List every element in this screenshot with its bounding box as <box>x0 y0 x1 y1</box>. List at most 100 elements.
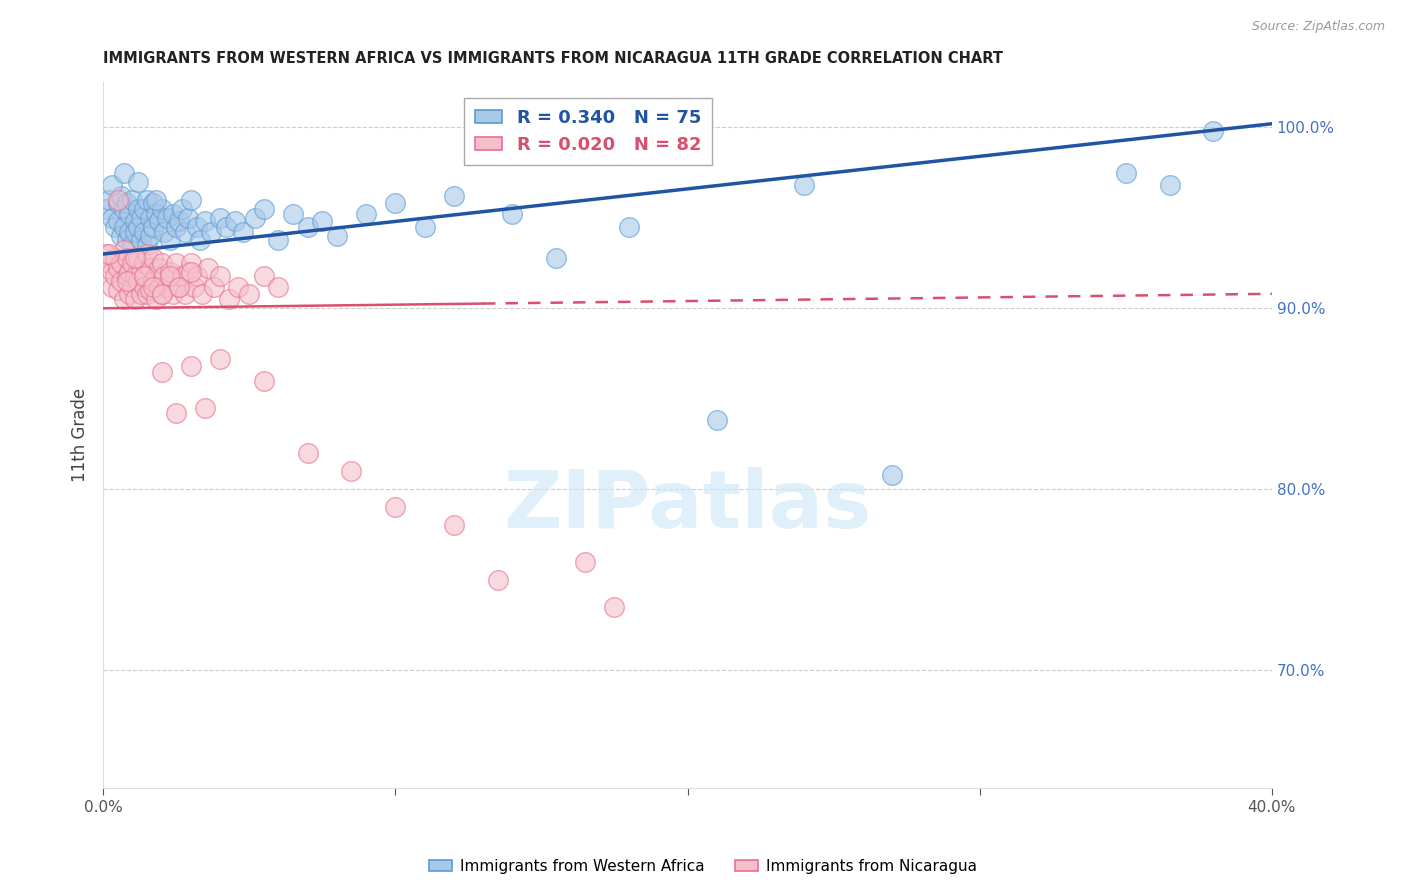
Point <box>340 464 363 478</box>
Point <box>132 256 155 270</box>
Point <box>443 518 465 533</box>
Point <box>139 261 162 276</box>
Point <box>112 292 135 306</box>
Point <box>443 189 465 203</box>
Point <box>118 207 141 221</box>
Point <box>124 225 146 239</box>
Point <box>139 211 162 225</box>
Point <box>145 268 167 283</box>
Point <box>110 228 132 243</box>
Point <box>162 207 184 221</box>
Point <box>127 219 149 234</box>
Point <box>180 359 202 374</box>
Point <box>354 207 377 221</box>
Point <box>129 211 152 225</box>
Point <box>110 189 132 203</box>
Point <box>186 219 208 234</box>
Point <box>98 256 121 270</box>
Point <box>544 251 567 265</box>
Point <box>501 207 523 221</box>
Point <box>145 207 167 221</box>
Point <box>167 214 190 228</box>
Point <box>132 279 155 293</box>
Point <box>194 214 217 228</box>
Point <box>121 279 143 293</box>
Point <box>142 219 165 234</box>
Text: ZIPatlas: ZIPatlas <box>503 467 872 544</box>
Point <box>107 193 129 207</box>
Point <box>101 211 124 225</box>
Point <box>115 268 138 283</box>
Point <box>136 247 159 261</box>
Point <box>167 279 190 293</box>
Point <box>1202 124 1225 138</box>
Point <box>208 268 231 283</box>
Point <box>165 256 187 270</box>
Point <box>243 211 266 225</box>
Point <box>177 265 200 279</box>
Point <box>104 268 127 283</box>
Point <box>124 292 146 306</box>
Point <box>121 193 143 207</box>
Point <box>127 175 149 189</box>
Point <box>253 202 276 216</box>
Point <box>174 225 197 239</box>
Point <box>132 225 155 239</box>
Point <box>150 286 173 301</box>
Point <box>115 233 138 247</box>
Point <box>180 193 202 207</box>
Point <box>159 268 181 283</box>
Point <box>136 238 159 252</box>
Point <box>1115 165 1137 179</box>
Point <box>194 401 217 415</box>
Point <box>384 500 406 515</box>
Point <box>142 279 165 293</box>
Point <box>101 265 124 279</box>
Point <box>94 202 117 216</box>
Point <box>150 286 173 301</box>
Point <box>153 268 176 283</box>
Point <box>115 251 138 265</box>
Point <box>148 214 170 228</box>
Point <box>94 247 117 261</box>
Point <box>384 196 406 211</box>
Point <box>186 268 208 283</box>
Point <box>326 228 349 243</box>
Point <box>197 261 219 276</box>
Point <box>112 244 135 258</box>
Point <box>139 228 162 243</box>
Point <box>121 238 143 252</box>
Point <box>215 219 238 234</box>
Point <box>167 279 190 293</box>
Point <box>297 446 319 460</box>
Point <box>124 251 146 265</box>
Point <box>793 178 815 193</box>
Point <box>98 193 121 207</box>
Point <box>200 225 222 239</box>
Point <box>170 268 193 283</box>
Point <box>603 599 626 614</box>
Point <box>208 211 231 225</box>
Point <box>574 555 596 569</box>
Point <box>98 247 121 261</box>
Point <box>486 573 509 587</box>
Point <box>165 219 187 234</box>
Point <box>253 374 276 388</box>
Point <box>159 265 181 279</box>
Point <box>226 279 249 293</box>
Point <box>174 286 197 301</box>
Point <box>121 256 143 270</box>
Point <box>118 265 141 279</box>
Point <box>148 261 170 276</box>
Point <box>224 214 246 228</box>
Point <box>253 268 276 283</box>
Point <box>110 256 132 270</box>
Point <box>132 202 155 216</box>
Point <box>188 233 211 247</box>
Y-axis label: 11th Grade: 11th Grade <box>72 388 89 482</box>
Point <box>165 406 187 420</box>
Point <box>112 165 135 179</box>
Point <box>170 202 193 216</box>
Point <box>110 274 132 288</box>
Point <box>267 233 290 247</box>
